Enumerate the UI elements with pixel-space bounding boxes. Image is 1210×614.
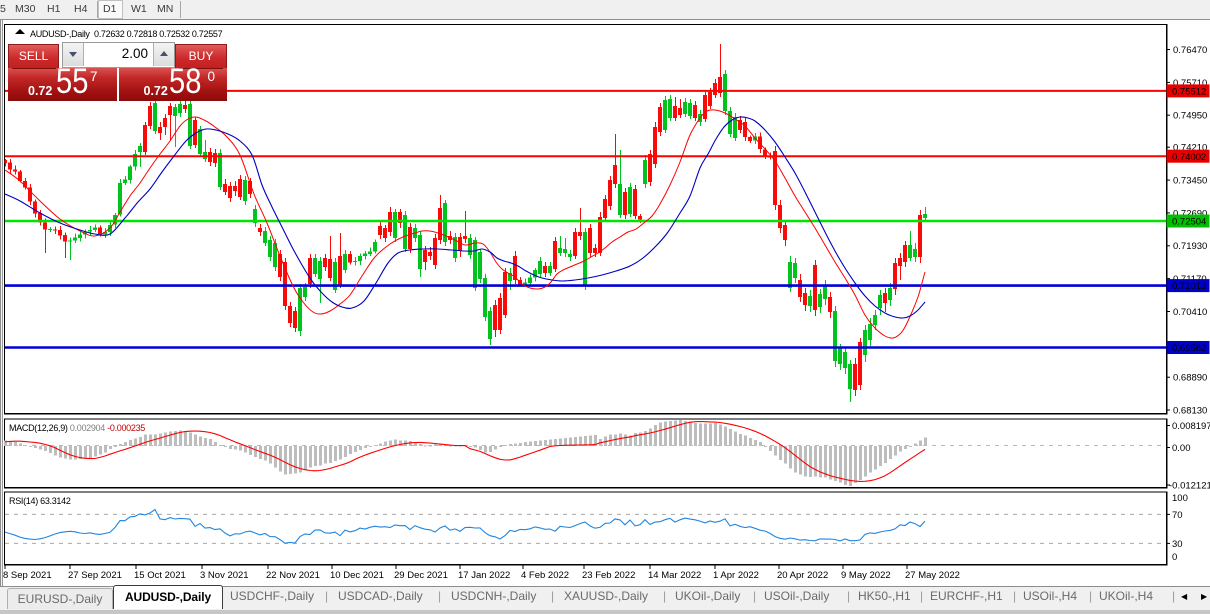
svg-text:0.68890: 0.68890 bbox=[1173, 373, 1207, 384]
svg-text:0.75710: 0.75710 bbox=[1173, 78, 1207, 89]
svg-text:23 Feb 2022: 23 Feb 2022 bbox=[582, 570, 635, 581]
svg-text:AUDUSD-,Daily 0.72632 0.72818: AUDUSD-,Daily 0.72632 0.72818 0.72532 0.… bbox=[30, 29, 223, 39]
svg-text:27 Sep 2021: 27 Sep 2021 bbox=[68, 570, 122, 581]
svg-text:0.72690: 0.72690 bbox=[1173, 208, 1207, 219]
svg-text:8 Sep 2021: 8 Sep 2021 bbox=[3, 570, 52, 581]
svg-text:1 Apr 2022: 1 Apr 2022 bbox=[713, 570, 759, 581]
svg-text:14 Mar 2022: 14 Mar 2022 bbox=[648, 570, 701, 581]
svg-text:0.68130: 0.68130 bbox=[1173, 405, 1207, 416]
svg-text:MACD(12,26,9) 0.002904 -0.0002: MACD(12,26,9) 0.002904 -0.000235 bbox=[9, 423, 145, 433]
svg-text:20 Apr 2022: 20 Apr 2022 bbox=[777, 570, 828, 581]
svg-text:0.74210: 0.74210 bbox=[1173, 143, 1207, 154]
svg-text:3 Nov 2021: 3 Nov 2021 bbox=[200, 570, 249, 581]
svg-text:0.00: 0.00 bbox=[1172, 443, 1191, 454]
svg-text:-0.012121: -0.012121 bbox=[1169, 480, 1210, 491]
svg-text:0: 0 bbox=[1172, 552, 1177, 563]
svg-text:15 Oct 2021: 15 Oct 2021 bbox=[134, 570, 186, 581]
svg-text:0.69582: 0.69582 bbox=[1172, 343, 1206, 354]
svg-text:29 Dec 2021: 29 Dec 2021 bbox=[394, 570, 448, 581]
svg-text:9 May 2022: 9 May 2022 bbox=[841, 570, 891, 581]
svg-text:0.73450: 0.73450 bbox=[1173, 176, 1207, 187]
svg-text:70: 70 bbox=[1172, 510, 1183, 521]
svg-text:100: 100 bbox=[1172, 493, 1188, 504]
svg-text:27 May 2022: 27 May 2022 bbox=[905, 570, 960, 581]
svg-text:0.71930: 0.71930 bbox=[1173, 241, 1207, 252]
svg-text:4 Feb 2022: 4 Feb 2022 bbox=[521, 570, 569, 581]
svg-text:0.74950: 0.74950 bbox=[1173, 111, 1207, 122]
svg-text:0.008197: 0.008197 bbox=[1172, 421, 1210, 432]
svg-text:0.74002: 0.74002 bbox=[1172, 152, 1206, 163]
svg-text:0.76470: 0.76470 bbox=[1173, 45, 1207, 56]
svg-text:30: 30 bbox=[1172, 539, 1183, 550]
svg-text:22 Nov 2021: 22 Nov 2021 bbox=[266, 570, 320, 581]
svg-text:17 Jan 2022: 17 Jan 2022 bbox=[458, 570, 510, 581]
svg-text:10 Dec 2021: 10 Dec 2021 bbox=[330, 570, 384, 581]
svg-text:RSI(14) 63.3142: RSI(14) 63.3142 bbox=[9, 496, 71, 506]
svg-text:0.71013: 0.71013 bbox=[1172, 281, 1206, 292]
svg-text:0.72504: 0.72504 bbox=[1172, 217, 1206, 228]
svg-text:0.75512: 0.75512 bbox=[1172, 87, 1206, 98]
svg-text:0.70410: 0.70410 bbox=[1173, 307, 1207, 318]
